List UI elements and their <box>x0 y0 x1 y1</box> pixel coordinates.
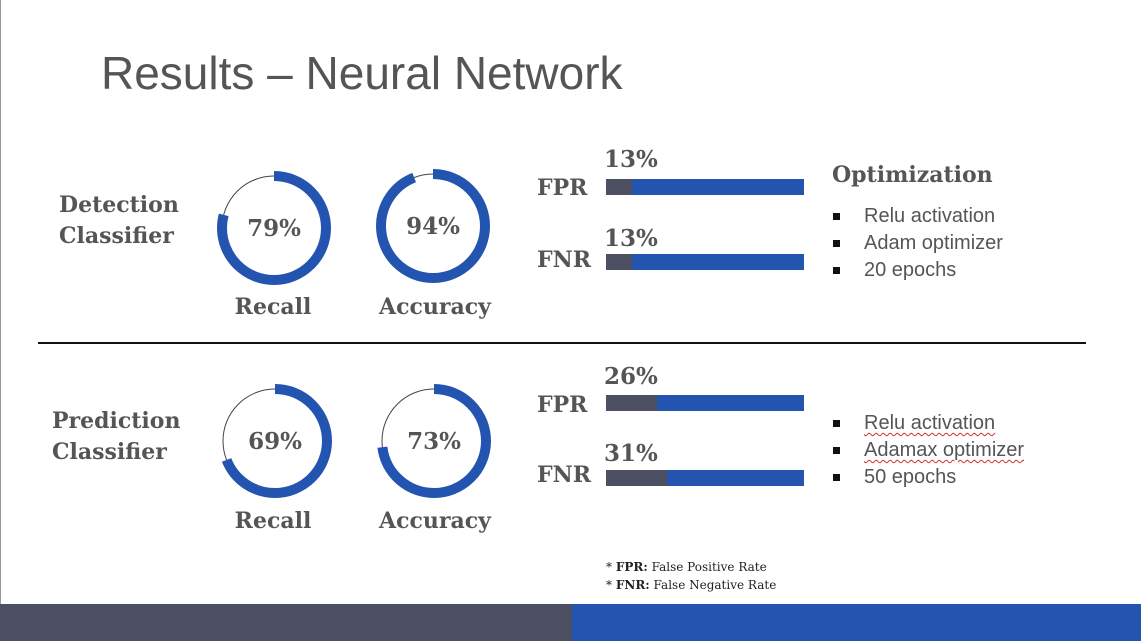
recall-donut-chart <box>217 171 331 285</box>
section-title-detection: Detection Classifier <box>59 190 179 252</box>
prediction-recall-donut: 69% <box>216 382 334 504</box>
fnr-value: 13% <box>604 225 658 252</box>
fpr-bar-fill <box>606 395 658 411</box>
detection-recall-donut: 79% <box>215 169 333 291</box>
fpr-label: FPR <box>537 392 588 418</box>
detection-accuracy-donut: 94% <box>374 167 492 289</box>
accuracy-donut-chart <box>377 384 491 498</box>
fpr-value: 13% <box>604 146 658 173</box>
fnr-value: 31% <box>604 440 658 467</box>
fpr-label: FPR <box>537 175 588 201</box>
footnotes: * FPR: False Positive Rate * FNR: False … <box>606 558 776 594</box>
recall-label: Recall <box>234 294 312 320</box>
section-title-line1: Detection <box>59 192 179 218</box>
bullet-square-icon <box>833 474 840 481</box>
prediction-accuracy-donut: 73% <box>375 382 493 504</box>
recall-value: 79% <box>247 214 301 242</box>
fnr-bar <box>606 470 804 486</box>
fnr-label: FNR <box>537 247 592 273</box>
accuracy-value: 73% <box>407 427 461 455</box>
bullet-square-icon <box>833 240 840 247</box>
list-item: 50 epochs <box>830 464 1024 491</box>
list-item: Adam optimizer <box>830 230 1003 257</box>
bullet-square-icon <box>833 213 840 220</box>
prediction-optimization-list: Relu activation Adamax optimizer 50 epoc… <box>830 410 1024 491</box>
accuracy-value: 94% <box>406 212 460 240</box>
fnr-bar <box>606 254 804 270</box>
recall-value: 69% <box>248 427 302 455</box>
list-item: 20 epochs <box>830 257 1003 284</box>
section-title-prediction: Prediction Classifier <box>52 406 180 468</box>
footnote-fpr: * FPR: False Positive Rate <box>606 560 767 574</box>
list-item: Relu activation <box>830 410 1024 437</box>
slide-edge <box>0 0 1 604</box>
section-title-line1: Prediction <box>52 408 181 434</box>
section-divider <box>38 342 1086 344</box>
recall-donut-chart <box>218 384 332 498</box>
accuracy-donut-chart <box>376 169 490 283</box>
fpr-bar-fill <box>606 179 632 195</box>
footer-band-left <box>0 604 572 641</box>
recall-label: Recall <box>234 508 312 534</box>
list-item: Relu activation <box>830 203 1003 230</box>
accuracy-label: Accuracy <box>379 294 491 320</box>
detection-optimization-list: Relu activation Adam optimizer 20 epochs <box>830 203 1003 284</box>
fpr-bar <box>606 395 804 411</box>
list-item: Adamax optimizer <box>830 437 1024 464</box>
fnr-bar-fill <box>606 254 632 270</box>
fpr-value: 26% <box>604 363 658 390</box>
fnr-label: FNR <box>537 462 592 488</box>
section-title-line2: Classifier <box>52 439 167 465</box>
footnote-fnr: * FNR: False Negative Rate <box>606 578 777 592</box>
optimization-heading: Optimization <box>832 162 993 188</box>
bullet-square-icon <box>833 267 840 274</box>
section-title-line2: Classifier <box>59 223 174 249</box>
bullet-square-icon <box>833 420 840 427</box>
fnr-bar-fill <box>606 470 668 486</box>
fpr-bar <box>606 179 804 195</box>
bullet-square-icon <box>833 447 840 454</box>
accuracy-label: Accuracy <box>379 508 491 534</box>
footer-band-right <box>572 604 1141 641</box>
slide-title: Results – Neural Network <box>101 47 623 99</box>
